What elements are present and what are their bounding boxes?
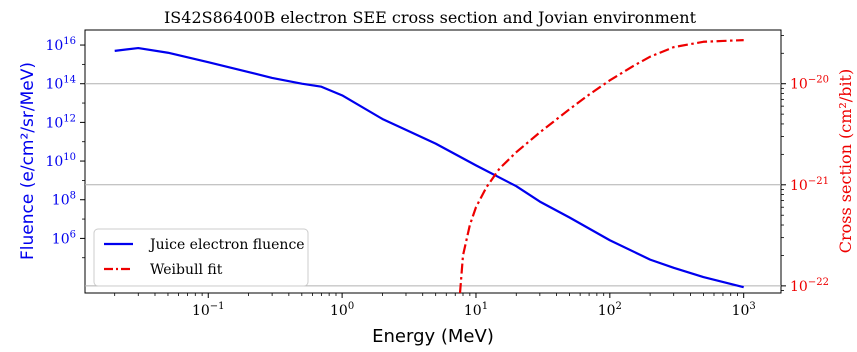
y-left-tick-label: 106 bbox=[52, 229, 76, 247]
weibull-fit-line bbox=[458, 39, 744, 294]
x-axis-ticks: 10−1 100 101 102 103 bbox=[114, 293, 756, 319]
legend-box bbox=[93, 228, 309, 287]
fluence-line bbox=[114, 46, 744, 289]
y-right-tick-label: 10−21 bbox=[790, 176, 829, 194]
y-left-axis-label: Fluence (e/cm²/sr/MeV) bbox=[18, 62, 38, 260]
x-tick-label: 103 bbox=[732, 301, 756, 319]
x-tick-label: 101 bbox=[464, 301, 488, 319]
legend: Juice electron fluence Weibull fit bbox=[93, 228, 309, 287]
y-left-axis-ticks: 106 108 1010 1012 1014 1016 bbox=[45, 36, 85, 259]
series-layer bbox=[114, 39, 744, 294]
y-left-tick-label: 1010 bbox=[45, 152, 76, 170]
y-left-tick-label: 1016 bbox=[45, 36, 76, 54]
x-axis-label: Energy (MeV) bbox=[372, 326, 494, 347]
x-tick-label: 102 bbox=[598, 301, 622, 319]
y-left-tick-label: 1012 bbox=[45, 113, 76, 131]
chart-title: IS42S86400B electron SEE cross section a… bbox=[164, 8, 697, 27]
legend-label-weibull: Weibull fit bbox=[150, 262, 223, 278]
y-left-tick-label: 1014 bbox=[45, 75, 76, 93]
legend-label-fluence: Juice electron fluence bbox=[148, 237, 305, 253]
y-right-axis-label: Cross section (cm²/bit) bbox=[836, 69, 855, 253]
x-tick-label: 100 bbox=[330, 301, 354, 319]
y-right-tick-label: 10−22 bbox=[790, 277, 829, 295]
x-tick-label: 10−1 bbox=[192, 301, 225, 319]
y-right-tick-label: 10−20 bbox=[790, 75, 829, 93]
y-left-tick-label: 108 bbox=[52, 191, 76, 209]
y-right-axis-ticks: 10−22 10−21 10−20 bbox=[781, 35, 829, 295]
